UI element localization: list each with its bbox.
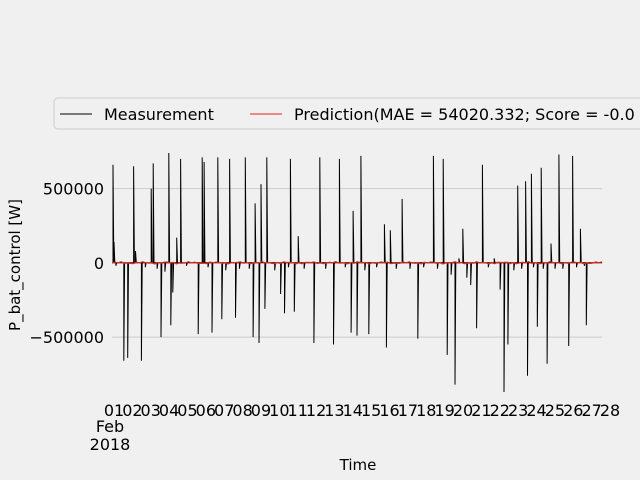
x-tick-label: 11 [288, 401, 308, 420]
x-tick-label: 05 [177, 401, 197, 420]
legend-measurement-label: Measurement [104, 105, 214, 124]
x-tick-label: 23 [508, 401, 528, 420]
legend: Measurement Prediction(MAE = 54020.332; … [53, 97, 640, 130]
x-tick-label: 09 [251, 401, 271, 420]
legend-box [53, 97, 640, 130]
x-axis-label: Time [339, 456, 377, 474]
x-tick-label: 22 [490, 401, 510, 420]
x-tick-label: 10 [269, 401, 289, 420]
x-tick-label: 04 [159, 401, 179, 420]
x-tick-label: 03 [141, 401, 161, 420]
x-tick-label: 18 [416, 401, 436, 420]
y-tick-labels: 500000 0 −500000 [30, 180, 104, 347]
y-tick-label: 0 [94, 254, 104, 273]
x-tick-label: 06 [196, 401, 216, 420]
x-tick-label: 19 [434, 401, 454, 420]
x-tick-labels: 0102030405060708091011121314151617181920… [104, 401, 620, 420]
x-tick-label: 21 [471, 401, 491, 420]
measurement-series [112, 152, 602, 393]
x-tick-label: 01 [104, 401, 124, 420]
x-month-label: Feb [96, 417, 124, 436]
x-tick-label: 07 [214, 401, 234, 420]
x-tick-label: 25 [545, 401, 565, 420]
y-tick-label: −500000 [30, 328, 104, 347]
y-axis-label: P_bat_control [W] [6, 199, 25, 331]
x-tick-label: 17 [398, 401, 418, 420]
x-year-label: 2018 [90, 435, 131, 454]
x-tick-label: 24 [526, 401, 546, 420]
x-tick-label: 14 [343, 401, 363, 420]
measurement-line [112, 152, 602, 393]
x-tick-label: 08 [232, 401, 252, 420]
y-tick-label: 500000 [43, 180, 104, 199]
legend-prediction-label: Prediction(MAE = 54020.332; Score = -0.0 [294, 105, 635, 124]
prediction-line [111, 261, 603, 265]
x-tick-label: 20 [453, 401, 473, 420]
x-tick-label: 27 [581, 401, 601, 420]
prediction-series [111, 261, 603, 265]
x-tick-label: 02 [122, 401, 142, 420]
x-tick-label: 13 [324, 401, 344, 420]
x-tick-label: 26 [563, 401, 583, 420]
x-tick-label: 12 [306, 401, 326, 420]
x-tick-label: 28 [600, 401, 620, 420]
x-tick-label: 16 [379, 401, 399, 420]
x-tick-label: 15 [361, 401, 381, 420]
